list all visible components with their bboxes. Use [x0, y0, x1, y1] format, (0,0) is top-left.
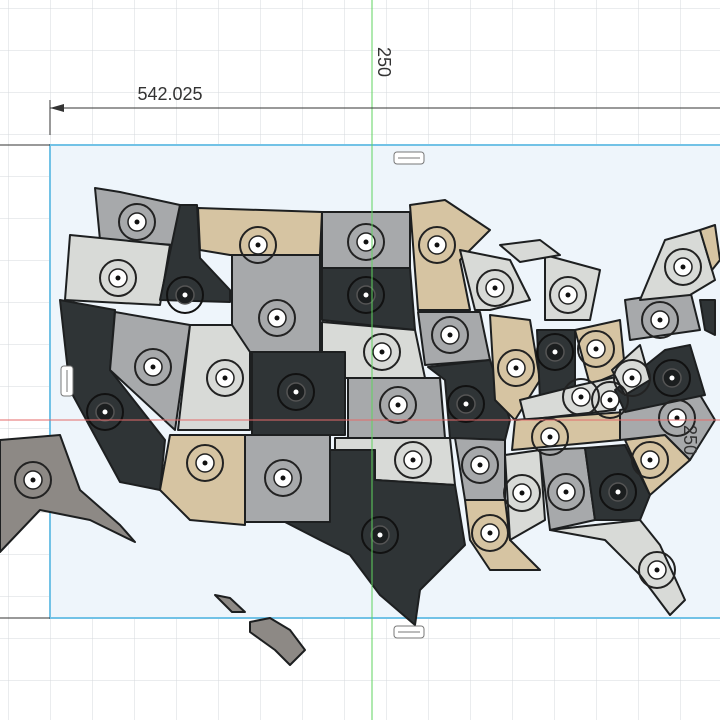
peg — [463, 401, 469, 407]
peg — [549, 276, 587, 314]
peg — [186, 444, 224, 482]
peg — [363, 333, 401, 371]
peg — [206, 359, 244, 397]
peg — [14, 461, 52, 499]
peg — [497, 349, 535, 387]
peg — [86, 393, 124, 431]
peg — [134, 348, 172, 386]
peg — [434, 242, 440, 248]
peg — [487, 530, 493, 536]
peg — [536, 333, 574, 371]
peg — [658, 399, 696, 437]
peg — [447, 385, 485, 423]
peg — [258, 299, 296, 337]
peg — [593, 346, 599, 352]
peg — [513, 365, 519, 371]
peg — [347, 223, 385, 261]
peg — [418, 226, 456, 264]
peg — [638, 551, 676, 589]
peg — [477, 462, 483, 468]
constraint-icon[interactable] — [393, 625, 425, 639]
peg — [476, 269, 514, 307]
peg — [531, 418, 569, 456]
peg — [363, 292, 369, 298]
dimension-width: 542.025 — [49, 84, 720, 135]
peg — [503, 474, 541, 512]
peg — [599, 473, 637, 511]
peg — [591, 381, 629, 419]
peg — [102, 409, 108, 415]
peg — [115, 275, 121, 281]
peg — [613, 359, 651, 397]
peg — [629, 375, 635, 381]
peg — [547, 473, 585, 511]
peg — [394, 441, 432, 479]
peg — [410, 457, 416, 463]
peg — [277, 373, 315, 411]
peg — [347, 276, 385, 314]
peg — [255, 242, 261, 248]
peg — [578, 394, 584, 400]
peg — [552, 349, 558, 355]
peg — [379, 349, 385, 355]
constraint-icon[interactable] — [393, 151, 425, 165]
peg — [30, 477, 36, 483]
peg — [607, 397, 613, 403]
pegs — [14, 203, 702, 589]
peg — [363, 239, 369, 245]
peg — [669, 375, 675, 381]
peg — [680, 264, 686, 270]
peg — [654, 567, 660, 573]
peg — [565, 292, 571, 298]
peg — [674, 415, 680, 421]
dimension-label[interactable]: 250 — [374, 47, 394, 77]
peg — [471, 514, 509, 552]
dimension-label[interactable]: 250 — [680, 425, 700, 455]
peg — [222, 375, 228, 381]
peg — [99, 259, 137, 297]
peg — [577, 330, 615, 368]
peg — [653, 359, 691, 397]
peg — [431, 316, 469, 354]
peg — [647, 457, 653, 463]
peg — [492, 285, 498, 291]
peg — [166, 276, 204, 314]
peg — [461, 446, 499, 484]
peg — [274, 315, 280, 321]
peg — [379, 386, 417, 424]
peg — [395, 402, 401, 408]
peg — [641, 301, 679, 339]
peg — [615, 489, 621, 495]
peg — [264, 459, 302, 497]
peg — [631, 441, 669, 479]
peg — [134, 219, 140, 225]
peg — [239, 226, 277, 264]
peg — [657, 317, 663, 323]
peg — [547, 434, 553, 440]
peg — [118, 203, 156, 241]
constraint-icon[interactable] — [60, 365, 74, 397]
dimension-label[interactable]: 542.025 — [137, 84, 202, 104]
peg — [562, 378, 600, 416]
peg — [293, 389, 299, 395]
peg — [664, 248, 702, 286]
peg — [447, 332, 453, 338]
peg — [563, 489, 569, 495]
peg — [182, 292, 188, 298]
peg — [202, 460, 208, 466]
peg — [519, 490, 525, 496]
peg — [150, 364, 156, 370]
peg — [280, 475, 286, 481]
peg — [377, 532, 383, 538]
peg — [361, 516, 399, 554]
